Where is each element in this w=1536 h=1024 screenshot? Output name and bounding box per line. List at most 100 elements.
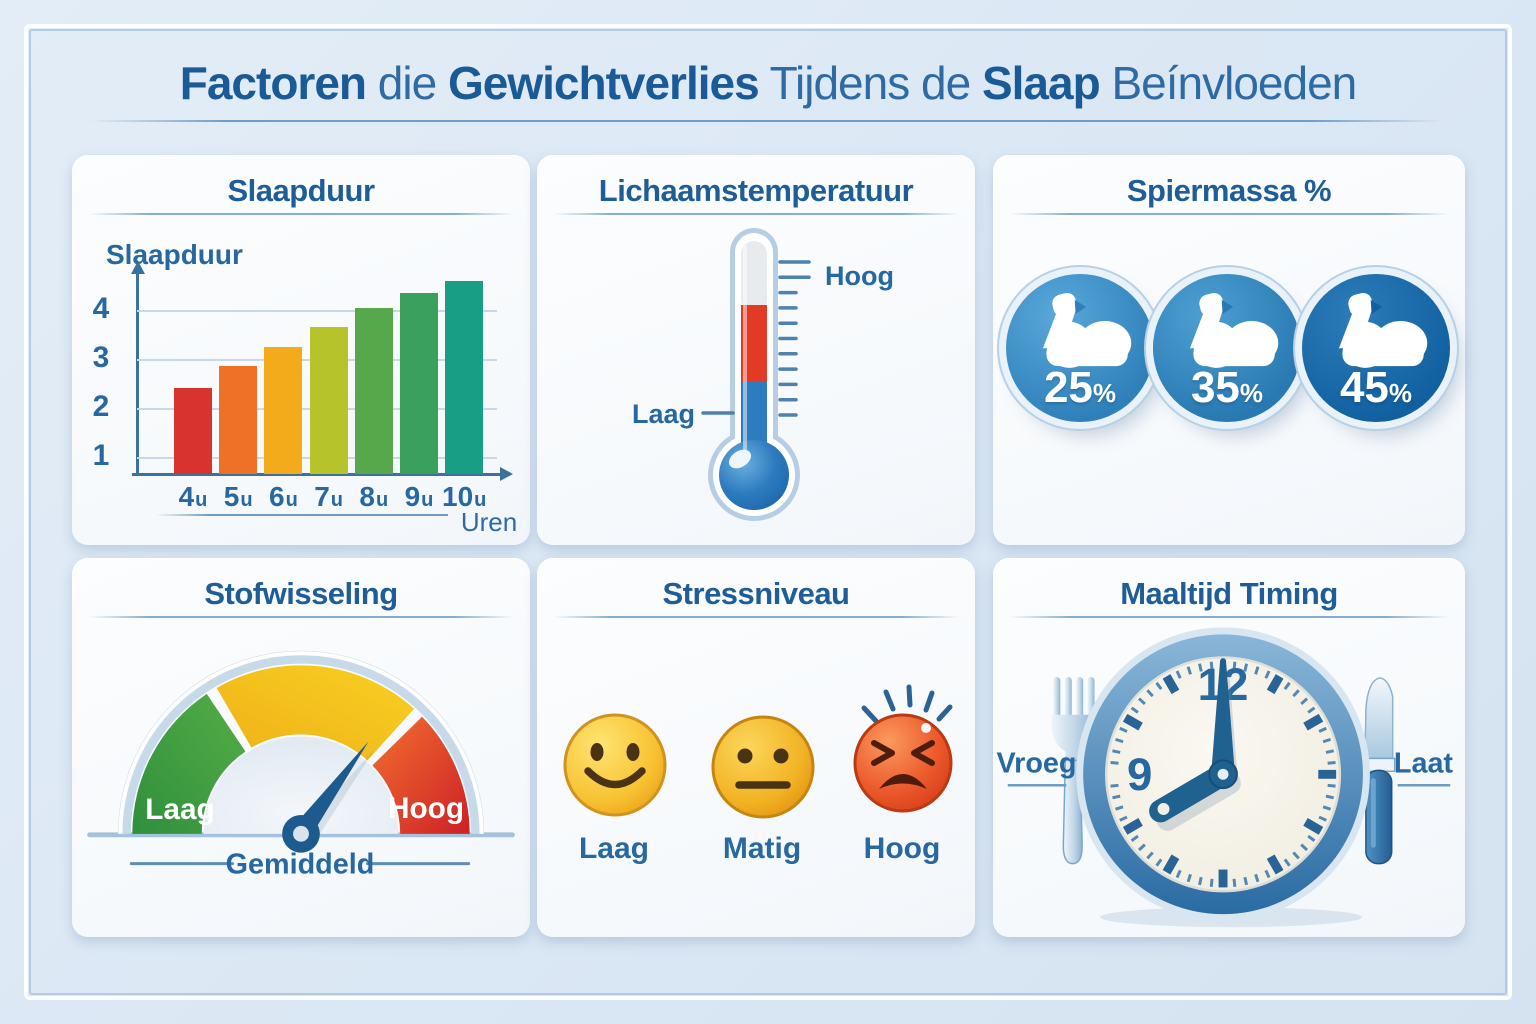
- early-label: Vroeg: [997, 747, 1077, 779]
- title-word: Gewichtverlies: [447, 57, 760, 109]
- gauge-segment-mid: [216, 665, 415, 761]
- title-word: Factoren: [179, 57, 367, 109]
- clock-minute-tick: [1283, 858, 1291, 867]
- panel-title-lichaamstemperatuur: Lichaamstemperatuur: [598, 173, 914, 208]
- clock-minute-tick: [1264, 869, 1271, 879]
- title-word: Slaap: [981, 57, 1101, 109]
- y-tick-label: 1: [92, 439, 110, 472]
- stress-low-label: Laag: [578, 832, 650, 865]
- muscle-percentage: 35%: [1190, 363, 1264, 412]
- gauge-low-label: Laag: [145, 793, 214, 826]
- bar-label-10u: 10u: [442, 481, 487, 512]
- bar-label-9u: 9u: [404, 481, 434, 512]
- bar-7u: [309, 327, 348, 474]
- gauge-high-label: Hoog: [388, 792, 464, 825]
- panel-slaapduur: Slaapduur Slaapduur Uren 4 3 2 1 4u 5u 6u 7u 8u 9…: [72, 155, 530, 545]
- clock-minute-tick: [1325, 749, 1334, 754]
- title-word: die: [377, 57, 437, 109]
- clock-minute-tick: [1186, 873, 1192, 883]
- gauge-segment-low: [132, 693, 246, 834]
- x-label-underline: [156, 514, 448, 516]
- muscle-badge-35pct: 35%: [1153, 274, 1301, 422]
- clock-minute-tick: [1232, 878, 1237, 887]
- clock-icon: 12 9: [1076, 627, 1370, 928]
- metabolism-gauge: Laag Hoog Gemiddeld: [87, 650, 515, 881]
- clock-minute-tick: [1300, 697, 1309, 706]
- clock-minute-tick: [1155, 681, 1163, 691]
- panel-stofwisseling: Stofwisseling: [72, 558, 530, 937]
- clock-minute-tick: [1243, 663, 1249, 672]
- neutral-face-icon: [711, 715, 815, 819]
- clock-minute-tick: [1112, 749, 1121, 754]
- clock-minute-tick: [1254, 666, 1260, 675]
- clock-minute-tick: [1130, 706, 1139, 714]
- clock-minute-tick: [1110, 761, 1119, 765]
- gauge-mid-label: Gemiddeld: [226, 849, 375, 881]
- clock-minute-tick: [1209, 878, 1214, 887]
- thermometer-bulb: [719, 440, 789, 510]
- panel-grid: Slaapduur Slaapduur Uren 4 3 2 1 4u 5u 6u 7u 8u 9…: [72, 155, 1465, 937]
- panel-title-stofwisseling: Stofwisseling: [204, 576, 398, 611]
- bar-label-6u: 6u: [268, 481, 298, 512]
- title-divider: [90, 120, 1444, 122]
- bar-label-5u: 5u: [223, 481, 253, 512]
- clock-minute-tick: [1110, 783, 1119, 788]
- thermometer-high-label: Hoog: [825, 261, 894, 291]
- clock-minute-tick: [1307, 706, 1316, 714]
- clock-numeral-9: 9: [1127, 749, 1152, 800]
- thermometer-icon: Hoog Laag: [632, 228, 894, 521]
- panel-title-slaapduur: Slaapduur: [227, 173, 375, 208]
- title-word: de: [921, 57, 971, 109]
- clock-minute-tick: [1318, 815, 1327, 822]
- bar-6u: [264, 346, 303, 474]
- panel-title-divider: [1009, 616, 1449, 618]
- clock-minute-tick: [1198, 663, 1203, 672]
- y-tick-label: 3: [92, 341, 110, 374]
- gauge-needle: [292, 741, 369, 840]
- bar-8u: [354, 307, 393, 474]
- clock-hour-tick: [1122, 818, 1143, 835]
- clock-minute-tick: [1325, 794, 1334, 800]
- clock-minute-tick: [1292, 851, 1300, 860]
- panel-title-divider: [88, 213, 514, 215]
- clock-minute-tick: [1115, 805, 1124, 811]
- thermometer-empty-section: [741, 241, 767, 313]
- clock-minute-tick: [1292, 689, 1300, 698]
- clock-minute-tick: [1138, 697, 1146, 706]
- clock-minute-tick: [1175, 869, 1182, 879]
- bar-9u: [400, 292, 438, 474]
- clock-minute-tick: [1327, 761, 1336, 765]
- clock-minute-tick: [1138, 843, 1146, 852]
- clock-minute-tick: [1119, 815, 1128, 822]
- panel-title-maaltijd: Maaltijd Timing: [1120, 576, 1338, 611]
- clock-minute-tick: [1254, 873, 1260, 883]
- clock-hour-tick: [1303, 713, 1324, 731]
- muscle-percentage: 45%: [1339, 363, 1413, 412]
- clock-ticks: [1110, 661, 1337, 888]
- y-axis-line: [136, 273, 139, 475]
- clock-minute-tick: [1307, 834, 1316, 842]
- thermometer-low-label: Laag: [632, 399, 695, 429]
- y-axis-label: Slaapduur: [106, 239, 243, 270]
- clock-minute-tick: [1232, 661, 1237, 670]
- clock-minute-tick: [1130, 834, 1139, 842]
- sleep-duration-bar-chart: Slaapduur Uren 4 3 2 1 4u 5u 6u 7u 8u 9u 10u: [72, 155, 530, 545]
- x-axis-title: Uren: [460, 507, 518, 537]
- clock-minute-tick: [1209, 661, 1214, 670]
- clock-hour-tick: [1162, 854, 1180, 875]
- knife-icon: [1362, 677, 1396, 865]
- panel-title-spiermassa: Spiermassa %: [1126, 173, 1332, 208]
- muscle-mass-badges: 25% 35% 45%: [993, 155, 1465, 545]
- stress-mid-label: Matig: [722, 832, 802, 865]
- gridline: [137, 310, 497, 312]
- x-axis-line: [132, 473, 502, 476]
- clock-minute-tick: [1264, 670, 1271, 679]
- stressed-face-icon: [853, 684, 953, 813]
- clock-minute-tick: [1146, 851, 1154, 860]
- clock-hour-tick: [1122, 713, 1143, 731]
- meal-timing-graphic: Vroeg Laat: [997, 627, 1453, 928]
- gauge-rim: [117, 650, 485, 834]
- muscle-percentage: 25%: [1043, 363, 1117, 412]
- title-word: Tijdens: [769, 57, 911, 109]
